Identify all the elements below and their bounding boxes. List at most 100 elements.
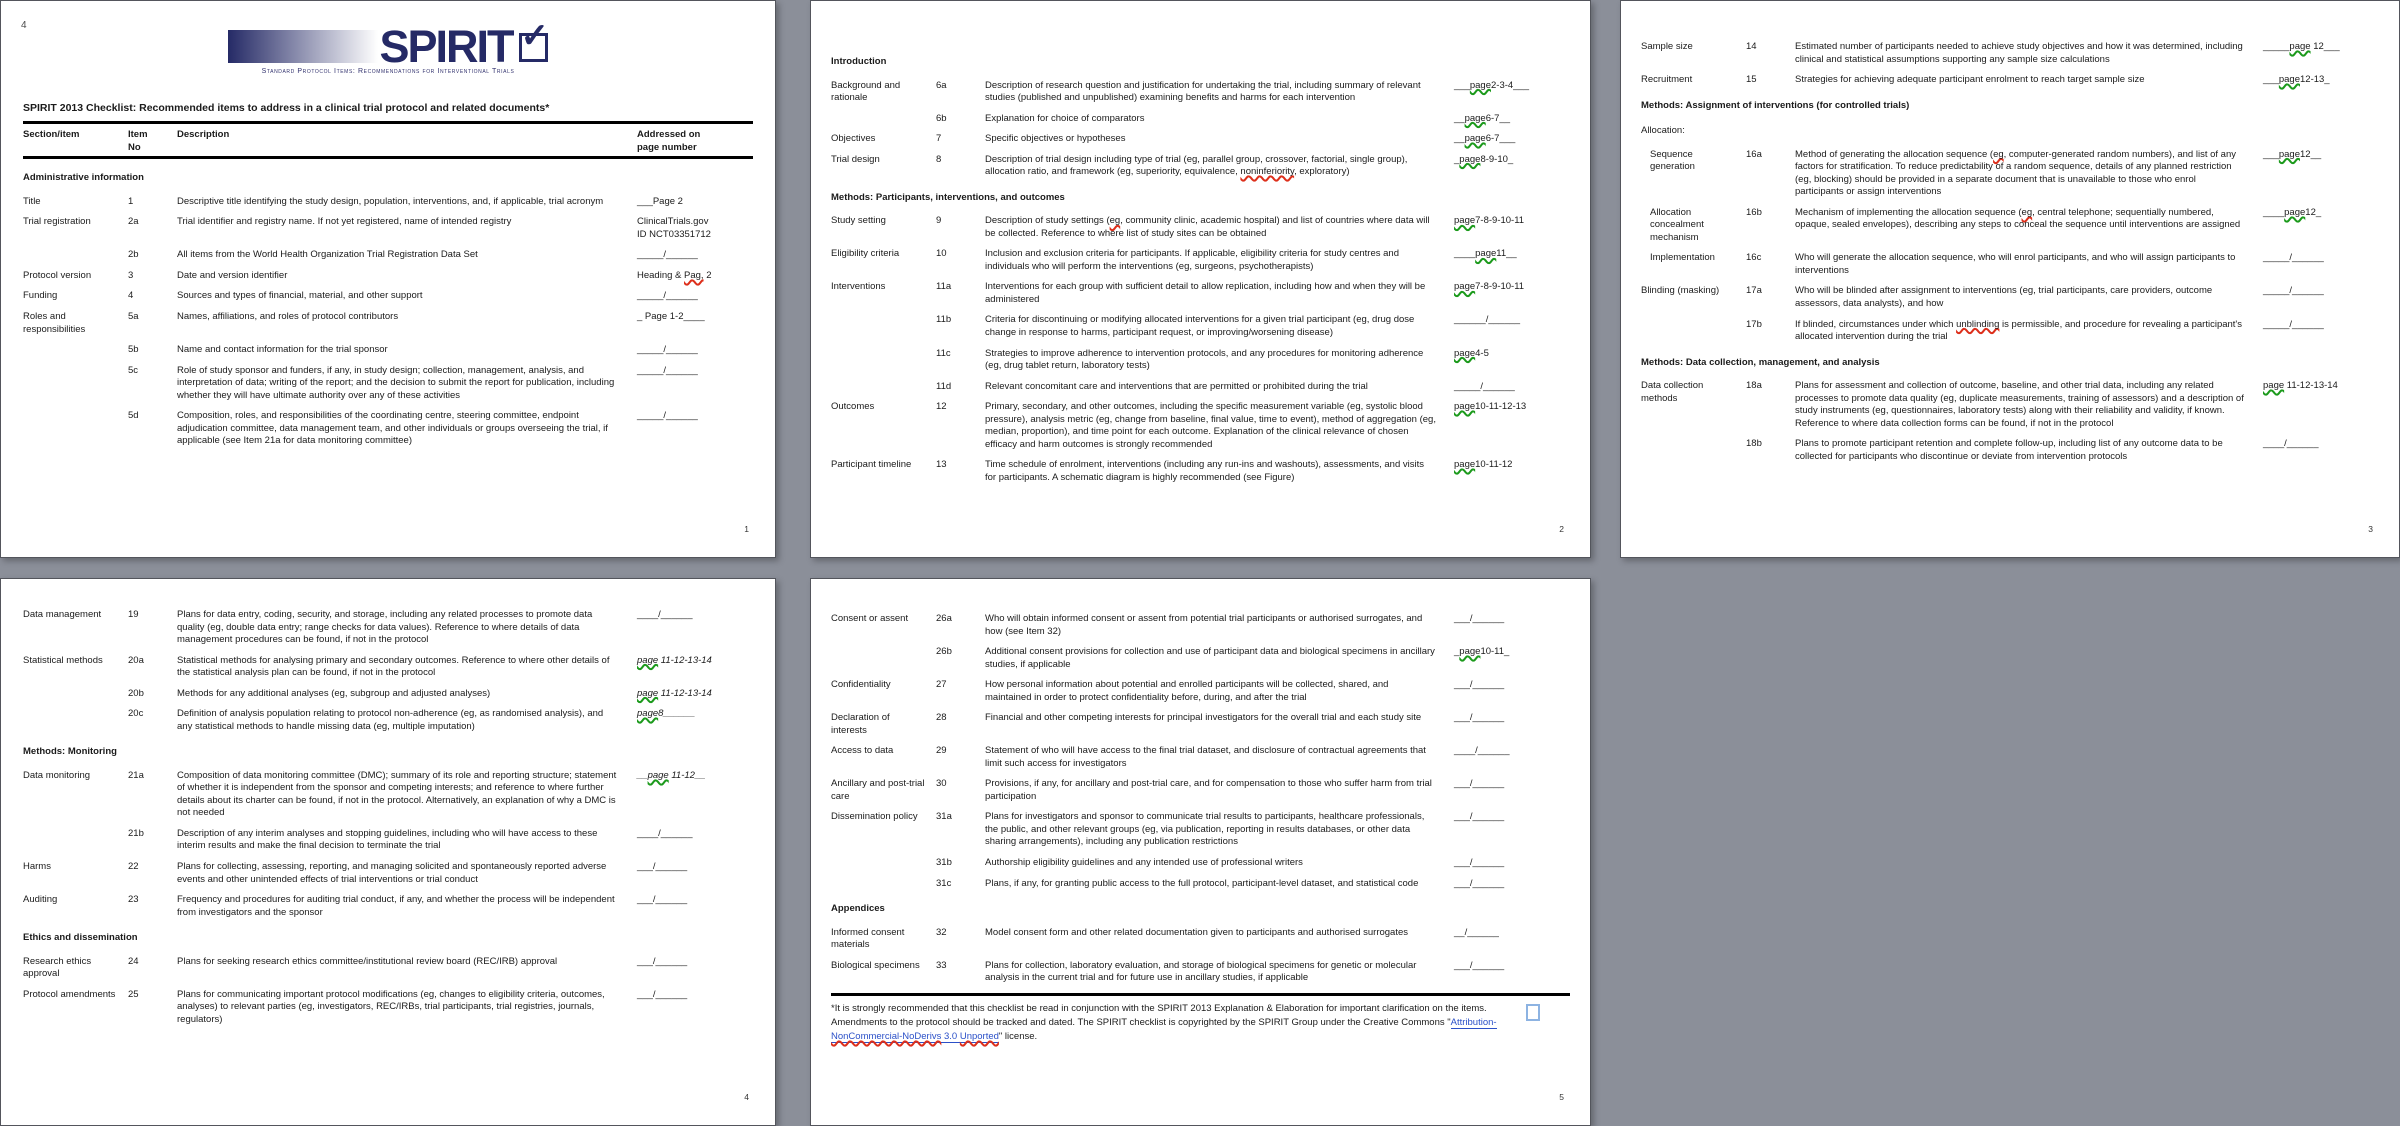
addressed-value: ____/______ [637, 827, 693, 839]
item-number: 26a [936, 613, 952, 624]
addressed-value: __/______ [1454, 926, 1499, 938]
section-label: Biological specimens [831, 959, 920, 971]
section-label [831, 314, 927, 339]
item-number: 11b [936, 314, 952, 326]
addressed-value: ___page12-13_ [2263, 74, 2330, 86]
logo-text: SPIRIT [379, 21, 514, 72]
item-number: 5c [128, 364, 139, 376]
section-label: Research ethics approval [23, 955, 92, 980]
section-label: Protocol version [23, 269, 92, 281]
checklist-row: Biological specimens 33 Plans for collecti… [831, 960, 1570, 985]
item-description: Description of research question and jus… [985, 79, 1421, 104]
header-description: Description [177, 129, 230, 141]
item-description: Date and version identifier [177, 269, 288, 281]
checklist-row: Eligibility criteria 10 Inclusion and excl… [831, 248, 1570, 273]
checklist-row: 5c Role of study sponsor and funders, if … [23, 365, 753, 403]
item-number: 17b [1746, 318, 1762, 330]
grammar-flagged-word: page [1454, 347, 1476, 359]
item-description: Plans to promote participant retention a… [1795, 438, 2223, 462]
grammar-flagged-word: page [1454, 215, 1476, 227]
item-number: 11d [936, 380, 952, 392]
page-1[interactable]: 4 SPIRIT ✓ Standard Protocol Items: Reco… [0, 0, 776, 558]
item-number: 32 [936, 926, 947, 938]
item-description: All items from the World Health Organiza… [177, 249, 478, 261]
addressed-value: page 11-12-13-14 [637, 687, 712, 699]
page-number: 4 [744, 1091, 749, 1102]
section-label: Auditing [23, 894, 58, 906]
license-link[interactable]: NonCommercial-NoDerivs [831, 1031, 942, 1044]
item-description: Authorship eligibility guidelines and an… [985, 856, 1303, 868]
table-header-row: Section/item Item No Description Address… [23, 129, 753, 154]
license-link[interactable]: Unported [959, 1031, 999, 1044]
checklist-row: Objectives 7 Specific objectives or hypoth… [831, 133, 1570, 146]
section-label [831, 878, 927, 891]
checklist-rows: Data management 19 Plans for data entry, c… [23, 609, 753, 1026]
section-label: Informed consent materials [831, 926, 905, 951]
item-description: Sources and types of financial, material… [177, 290, 423, 302]
addressed-value: _page8-9-10_ [1454, 153, 1514, 165]
item-number: 31a [936, 811, 952, 823]
item-number: 21b [128, 827, 144, 839]
item-number: 1 [128, 195, 134, 207]
section-label [831, 381, 927, 394]
addressed-value: page7-8-9-10-11 [1454, 215, 1525, 227]
item-description: Model consent form and other related doc… [985, 926, 1409, 938]
section-label: Funding [23, 290, 58, 302]
section-heading: Allocation: [1641, 125, 1685, 137]
page-4[interactable]: Data management 19 Plans for data entry, c… [0, 578, 776, 1126]
section-label: Implementation [1650, 252, 1715, 264]
checklist-row: Consent or assent 26a Who will obtain info… [831, 613, 1570, 638]
checklist-row: 6b Explanation for choice of comparators _… [831, 113, 1570, 126]
addressed-value: _ Page 1-2____ [637, 310, 705, 322]
addressed-value: __page6-7__ [1454, 112, 1511, 124]
addressed-value: _____page 12___ [2263, 41, 2340, 52]
header-section: Section/item [23, 129, 80, 141]
misspelled-word: noninferiority [1240, 166, 1295, 178]
addressed-value: _____/______ [2263, 252, 2324, 264]
page-2[interactable]: Introduction Background and rationale 6a De… [810, 0, 1591, 558]
checklist-row: 20c Definition of analysis population rel… [23, 708, 753, 733]
grammar-flagged-word: page [1454, 401, 1476, 413]
addressed-value: ___/______ [1454, 959, 1505, 971]
section-label: Confidentiality [831, 679, 891, 691]
checklist-row: 5b Name and contact information for the t… [23, 344, 753, 357]
addressed-value: page 11-12-13-14 [637, 654, 712, 666]
item-description: Method of generating the allocation sequ… [1795, 148, 2236, 198]
item-description: Interventions for each group with suffic… [985, 281, 1426, 305]
item-description: Statement of who will have access to the… [985, 745, 1426, 769]
item-description: Description of any interim analyses and … [177, 827, 598, 852]
item-description: How personal information about potential… [985, 679, 1389, 703]
section-label [831, 113, 927, 126]
item-description: Provisions, if any, for ancillary and po… [985, 778, 1432, 802]
grammar-flagged-word: page [1464, 112, 1486, 124]
section-heading: Administrative information [23, 172, 144, 184]
checklist-row: Confidentiality 27 How personal informatio… [831, 679, 1570, 704]
item-number: 6a [936, 79, 947, 91]
page-5[interactable]: Consent or assent 26a Who will obtain info… [810, 578, 1591, 1126]
item-description: Plans for assessment and collection of o… [1795, 380, 2244, 429]
addressed-value: _____/______ [637, 290, 698, 302]
misspelled-word: eg [1993, 148, 2004, 160]
checklist-row: Title 1 Descriptive title identifying the … [23, 196, 753, 209]
page-3[interactable]: Sample size 14 Estimated number of partici… [1620, 0, 2400, 558]
item-number: 19 [128, 609, 139, 620]
addressed-value: ____/______ [2263, 438, 2319, 450]
item-number: 18b [1746, 438, 1762, 450]
section-label: Allocation concealment mechanism [1650, 206, 1704, 243]
section-label: Background and rationale [831, 79, 901, 104]
addressed-value: page 11-12-13-14 [2263, 380, 2338, 392]
item-description: Descriptive title identifying the study … [177, 195, 604, 207]
item-description: Who will obtain informed consent or asse… [985, 613, 1423, 637]
item-description: Plans for collection, laboratory evaluat… [985, 959, 1417, 984]
item-number: 4 [128, 290, 134, 302]
checklist-row: Recruitment 15 Strategies for achieving ad… [1641, 74, 2379, 87]
checklist-row: 20b Methods for any additional analyses (… [23, 688, 753, 701]
checklist-row: 5d Composition, roles, and responsibiliti… [23, 410, 753, 448]
addressed-value: __page 11-12__ [637, 769, 706, 781]
addressed-value: _____/______ [1454, 380, 1515, 392]
checklist-row: Blinding (masking) 17a Who will be blinded… [1641, 285, 2379, 310]
checklist-row: Participant timeline 13 Time schedule of e… [831, 459, 1570, 484]
item-description: Plans, if any, for granting public acces… [985, 877, 1419, 889]
license-link[interactable]: Attribution- [1450, 1016, 1497, 1029]
license-link[interactable]: 3.0 [941, 1031, 960, 1044]
